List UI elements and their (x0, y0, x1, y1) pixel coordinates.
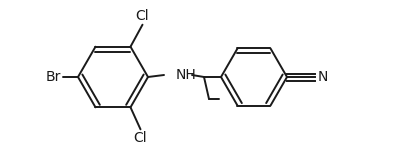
Text: N: N (317, 70, 328, 84)
Text: Cl: Cl (134, 131, 147, 145)
Text: NH: NH (176, 68, 196, 82)
Text: Cl: Cl (136, 9, 149, 23)
Text: Br: Br (45, 70, 61, 84)
